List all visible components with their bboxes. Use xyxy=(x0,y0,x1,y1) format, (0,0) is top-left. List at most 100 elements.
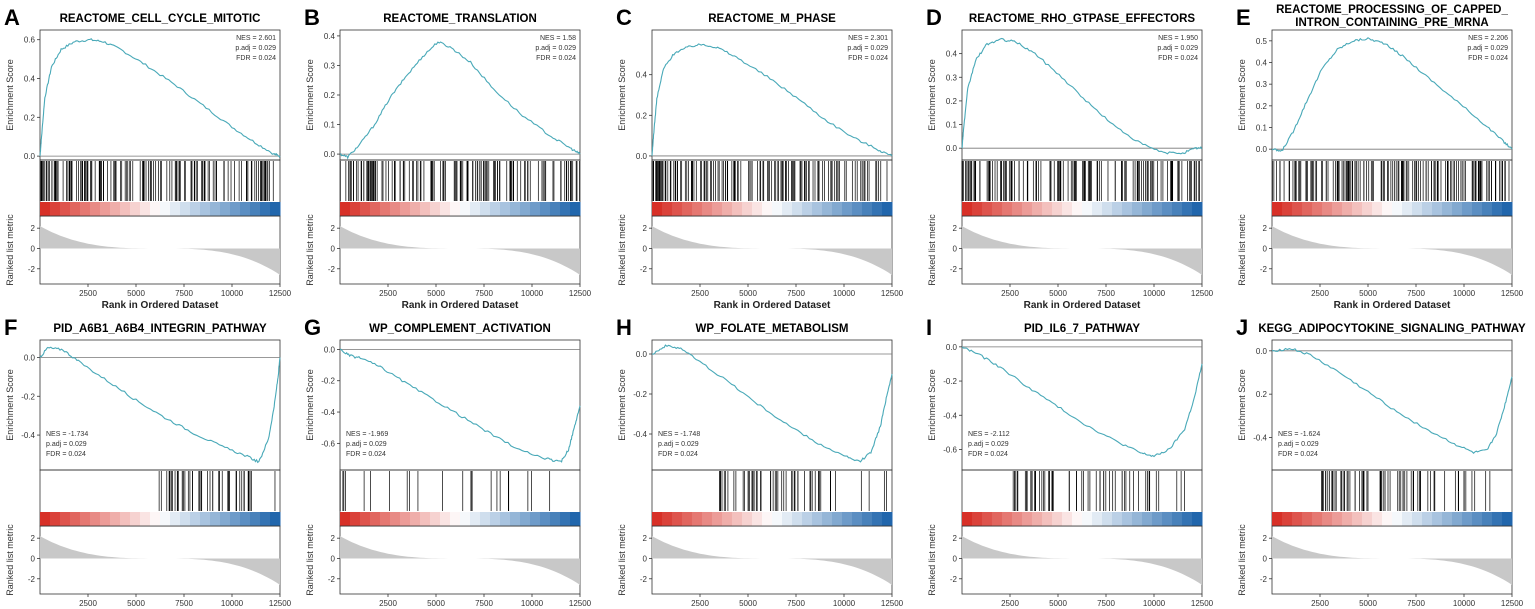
stats-label: FDR = 0.024 xyxy=(46,451,86,458)
color-band xyxy=(470,202,481,216)
color-band xyxy=(1462,512,1473,526)
rank-y-tick-label: -2 xyxy=(28,265,36,274)
x-tick-label: 7500 xyxy=(787,599,805,608)
color-band xyxy=(1472,512,1483,526)
rank-y-tick-label: -2 xyxy=(328,575,336,584)
color-band xyxy=(862,202,873,216)
color-band xyxy=(1112,512,1123,526)
color-band xyxy=(1052,202,1063,216)
color-band xyxy=(1432,512,1443,526)
color-band xyxy=(842,512,853,526)
x-tick-label: 2500 xyxy=(691,289,709,298)
y-tick-label: 0.0 xyxy=(636,152,648,161)
color-band xyxy=(230,202,241,216)
color-band xyxy=(570,202,581,216)
color-band xyxy=(220,202,231,216)
stats-label: FDR = 0.024 xyxy=(346,451,386,458)
rank-y-tick-label: 0 xyxy=(331,554,336,563)
panel-d: D REACTOME_RHO_GTPASE_EFFECTORS 0.4 0.3 0.2 0… xyxy=(926,5,1214,311)
x-tick-label: 12500 xyxy=(569,599,592,608)
color-band xyxy=(360,512,371,526)
color-band xyxy=(1292,512,1303,526)
color-band xyxy=(1012,512,1023,526)
color-band xyxy=(60,202,71,216)
color-band xyxy=(962,512,973,526)
x-tick-label: 12500 xyxy=(269,289,292,298)
color-band xyxy=(732,512,743,526)
rank-y-tick-label: 2 xyxy=(643,534,648,543)
rank-area xyxy=(340,226,580,275)
panel-title: INTRON_CONTAINING_PRE_MRNA xyxy=(1295,17,1488,29)
color-band xyxy=(370,202,381,216)
es-curve xyxy=(961,346,1203,458)
color-band xyxy=(1302,512,1313,526)
color-band xyxy=(752,202,763,216)
rank-y-tick-label: -2 xyxy=(1260,575,1268,584)
color-band xyxy=(540,512,551,526)
color-band xyxy=(420,512,431,526)
x-tick-label: 2500 xyxy=(1001,599,1019,608)
color-band xyxy=(1482,202,1493,216)
stats-label: FDR = 0.024 xyxy=(1468,55,1508,62)
x-tick-label: 2500 xyxy=(79,289,97,298)
color-band xyxy=(420,202,431,216)
color-band xyxy=(40,512,51,526)
stats-label: FDR = 0.024 xyxy=(848,55,888,62)
x-tick-label: 7500 xyxy=(787,289,805,298)
color-band xyxy=(702,512,713,526)
y-tick-label: 0.0 xyxy=(1256,347,1268,356)
color-band xyxy=(140,512,151,526)
color-band xyxy=(1122,512,1133,526)
color-band xyxy=(1072,202,1083,216)
panel-letter: B xyxy=(304,5,320,30)
rank-y-tick-label: -2 xyxy=(950,575,958,584)
es-curve xyxy=(339,348,581,463)
color-band xyxy=(882,512,893,526)
x-tick-label: 10000 xyxy=(1453,289,1476,298)
stats-label: NES = 2.206 xyxy=(1468,35,1508,42)
color-band xyxy=(380,512,391,526)
color-band xyxy=(1102,202,1113,216)
color-band xyxy=(390,512,401,526)
color-band xyxy=(872,202,883,216)
panel-title: REACTOME_PROCESSING_OF_CAPPED_ xyxy=(1276,4,1508,16)
color-band xyxy=(1422,512,1433,526)
panel-a: A REACTOME_CELL_CYCLE_MITOTIC 0.6 0.4 0.2 0.0… xyxy=(4,5,292,311)
color-band xyxy=(782,202,793,216)
color-band xyxy=(1032,512,1043,526)
y-tick-label: -0.4 xyxy=(633,430,647,439)
panel-letter: D xyxy=(926,5,942,30)
color-band xyxy=(1072,512,1083,526)
x-label: Rank in Ordered Dataset xyxy=(1334,300,1451,311)
color-band xyxy=(1322,202,1333,216)
x-tick-label: 7500 xyxy=(175,599,193,608)
color-band xyxy=(1402,202,1413,216)
es-curve xyxy=(1271,347,1513,454)
color-band xyxy=(1372,512,1383,526)
color-band xyxy=(772,512,783,526)
rank-y-tick-label: 0 xyxy=(331,244,336,253)
color-band xyxy=(1042,202,1053,216)
x-tick-label: 7500 xyxy=(1407,599,1425,608)
rank-ylabel: Ranked list metric xyxy=(5,524,15,596)
x-tick-label: 10000 xyxy=(833,289,856,298)
color-band xyxy=(1052,512,1063,526)
color-band xyxy=(130,512,141,526)
color-band xyxy=(570,512,581,526)
x-label: Rank in Ordered Dataset xyxy=(102,300,219,311)
rank-ylabel: Ranked list metric xyxy=(927,524,937,596)
x-tick-label: 5000 xyxy=(739,599,757,608)
rank-y-tick-label: 2 xyxy=(1263,534,1268,543)
color-band xyxy=(1142,512,1153,526)
rank-y-tick-label: 0 xyxy=(643,244,648,253)
stats-label: p.adj = 0.029 xyxy=(968,441,1009,448)
color-band xyxy=(772,202,783,216)
color-band xyxy=(560,512,571,526)
color-band xyxy=(210,202,221,216)
rank-y-tick-label: 0 xyxy=(643,554,648,563)
rank-y-tick-label: 0 xyxy=(953,244,958,253)
color-band xyxy=(1472,202,1483,216)
color-band xyxy=(822,202,833,216)
y-tick-label: 0.6 xyxy=(24,36,36,45)
color-band xyxy=(1292,202,1303,216)
